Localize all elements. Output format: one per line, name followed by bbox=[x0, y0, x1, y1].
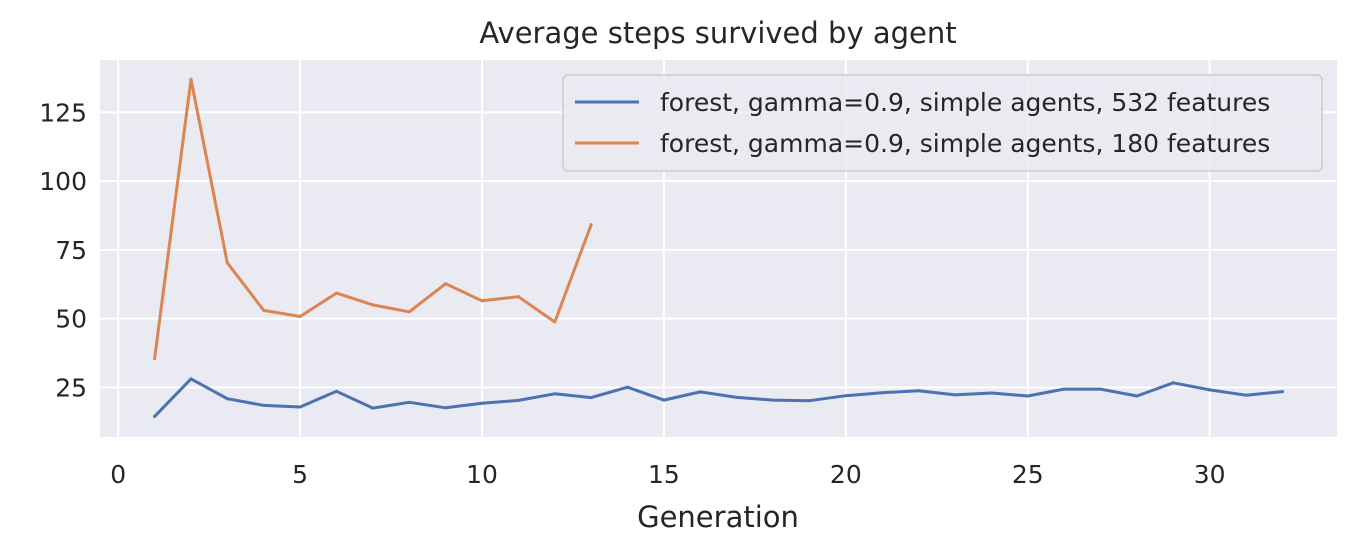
data-point bbox=[444, 282, 448, 286]
x-tick-label: 15 bbox=[648, 460, 680, 489]
data-point bbox=[1026, 394, 1030, 398]
legend: forest, gamma=0.9, simple agents, 532 fe… bbox=[562, 74, 1323, 172]
data-point bbox=[334, 291, 338, 295]
data-point bbox=[1244, 393, 1248, 397]
series-layer bbox=[153, 77, 1284, 418]
legend-entries: forest, gamma=0.9, simple agents, 532 fe… bbox=[575, 88, 1270, 158]
data-point bbox=[1135, 394, 1139, 398]
legend-label: forest, gamma=0.9, simple agents, 532 fe… bbox=[660, 88, 1270, 117]
data-point bbox=[516, 295, 520, 299]
data-point bbox=[1171, 381, 1175, 385]
data-point bbox=[989, 391, 993, 395]
x-tick-label: 25 bbox=[1012, 460, 1044, 489]
data-point bbox=[189, 377, 193, 381]
x-tick-labels: 0 5 10 15 20 25 30 bbox=[110, 460, 1225, 489]
data-point bbox=[480, 299, 484, 303]
data-point bbox=[407, 400, 411, 404]
data-point bbox=[189, 77, 193, 81]
data-point bbox=[844, 394, 848, 398]
data-point bbox=[1280, 390, 1284, 394]
series-line-1 bbox=[153, 377, 1284, 418]
y-tick-label: 125 bbox=[39, 98, 87, 127]
x-tick-label: 5 bbox=[292, 460, 308, 489]
data-point bbox=[407, 310, 411, 314]
data-point bbox=[698, 390, 702, 394]
y-tick-label: 100 bbox=[39, 167, 87, 196]
x-tick-label: 0 bbox=[110, 460, 126, 489]
data-point bbox=[553, 320, 557, 324]
y-tick-labels: 25 50 75 100 125 bbox=[39, 98, 87, 402]
data-point bbox=[334, 389, 338, 393]
data-point bbox=[262, 403, 266, 407]
data-point bbox=[298, 314, 302, 318]
data-point bbox=[662, 398, 666, 402]
data-point bbox=[553, 392, 557, 396]
legend-label: forest, gamma=0.9, simple agents, 180 fe… bbox=[660, 129, 1270, 158]
data-point bbox=[626, 385, 630, 389]
data-point bbox=[298, 405, 302, 409]
data-point bbox=[589, 223, 593, 227]
data-point bbox=[735, 395, 739, 399]
data-point bbox=[953, 393, 957, 397]
chart-title: Average steps survived by agent bbox=[479, 16, 956, 50]
data-point bbox=[444, 406, 448, 410]
x-tick-label: 30 bbox=[1194, 460, 1226, 489]
data-point bbox=[225, 397, 229, 401]
x-axis-label: Generation bbox=[637, 500, 799, 534]
data-point bbox=[516, 398, 520, 402]
data-point bbox=[262, 308, 266, 312]
y-tick-label: 75 bbox=[55, 236, 87, 265]
x-tick-label: 20 bbox=[830, 460, 862, 489]
y-tick-label: 50 bbox=[55, 305, 87, 334]
data-point bbox=[1099, 387, 1103, 391]
data-point bbox=[480, 401, 484, 405]
data-point bbox=[807, 399, 811, 403]
x-tick-label: 10 bbox=[466, 460, 498, 489]
data-point bbox=[880, 391, 884, 395]
data-point bbox=[589, 396, 593, 400]
data-point bbox=[917, 389, 921, 393]
data-point bbox=[153, 357, 157, 361]
y-tick-label: 25 bbox=[55, 373, 87, 402]
data-point bbox=[371, 406, 375, 410]
data-point bbox=[371, 303, 375, 307]
data-point bbox=[225, 261, 229, 265]
legend-box bbox=[562, 74, 1323, 172]
data-point bbox=[1208, 388, 1212, 392]
data-point bbox=[153, 414, 157, 418]
data-point bbox=[771, 398, 775, 402]
data-point bbox=[1062, 387, 1066, 391]
